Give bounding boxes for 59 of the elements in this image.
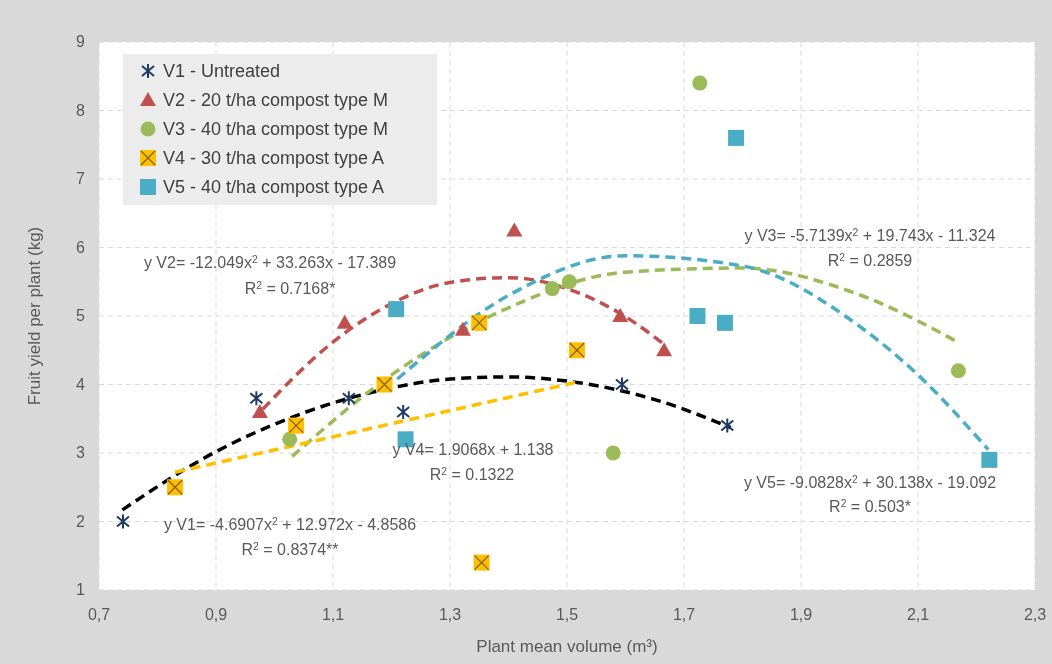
point <box>544 281 560 297</box>
y-tick-label: 2 <box>76 512 86 530</box>
point <box>612 308 629 322</box>
point <box>454 321 471 336</box>
x-tick-label: 1,3 <box>438 606 462 623</box>
annotation: y V4= 1.9068x + 1.138 <box>392 441 554 458</box>
point <box>692 75 708 91</box>
y-tick-label: 6 <box>76 238 86 256</box>
y-tick-label: 9 <box>76 33 86 50</box>
point <box>249 390 264 407</box>
annotation: R$^{2}$ = 0.2859 <box>827 251 913 269</box>
x-tick-label: 0,9 <box>204 606 228 623</box>
annotation: y V3= -5.7139x$^{2}$ + 19.743x - 11.324 <box>744 226 996 244</box>
annotation: R$^{2}$ = 0.1322 <box>429 465 515 483</box>
x-tick-label: 2,1 <box>906 606 930 623</box>
point <box>561 274 577 290</box>
y-tick-label: 3 <box>76 444 86 461</box>
point <box>950 363 966 379</box>
x-tick-label: 1,7 <box>672 606 696 623</box>
legend-label: V1 - Untreated <box>163 61 281 81</box>
point <box>506 222 523 237</box>
legend-label: V3 - 40 t/ha compost type M <box>163 119 389 139</box>
point <box>388 301 405 318</box>
legend-label: V5 - 40 t/ha compost type A <box>163 177 385 197</box>
legend-label: V2 - 20 t/ha compost type M <box>163 90 389 110</box>
annotation: R$^{2}$ = 0.7168* <box>244 279 336 297</box>
annotation: y V1= -4.6907x$^{2}$ + 12.972x - 4.8586 <box>163 515 417 533</box>
x-axis-title: Plant mean volume (m³) <box>476 637 658 656</box>
x-tick-label: 1,1 <box>321 606 345 623</box>
point <box>605 445 621 461</box>
point <box>614 376 629 393</box>
y-tick-label: 1 <box>76 581 86 598</box>
annotation: y V2= -12.049x$^{2}$ + 33.263x - 17.389 <box>143 253 397 271</box>
point <box>720 417 735 434</box>
point <box>336 314 353 329</box>
y-tick-label: 5 <box>76 307 86 324</box>
point <box>689 308 706 324</box>
point <box>282 431 298 447</box>
y-tick-label: 7 <box>76 170 86 187</box>
point <box>716 314 733 331</box>
point <box>341 390 356 407</box>
annotation: R$^{2}$ = 0.503* <box>829 497 911 515</box>
x-tick-label: 1,5 <box>555 606 579 623</box>
point <box>981 451 998 468</box>
annotation: R$^{2}$ = 0.8374** <box>241 540 339 558</box>
y-tick-label: 4 <box>76 375 86 393</box>
point <box>728 129 745 146</box>
annotation: y V5= -9.0828x$^{2}$ + 30.138x - 19.092 <box>743 473 997 491</box>
point <box>115 513 130 530</box>
point <box>396 403 411 420</box>
x-tick-label: 2,3 <box>1023 606 1047 623</box>
y-axis-title: Fruit yield per plant (kg) <box>25 226 44 406</box>
point <box>656 342 673 357</box>
legend-label: V4 - 30 t/ha compost type A <box>163 148 385 168</box>
point <box>251 403 268 418</box>
x-tick-label: 0,7 <box>87 606 111 623</box>
y-tick-label: 8 <box>76 101 86 119</box>
line-series <box>120 375 733 512</box>
x-tick-label: 1,9 <box>789 606 813 623</box>
